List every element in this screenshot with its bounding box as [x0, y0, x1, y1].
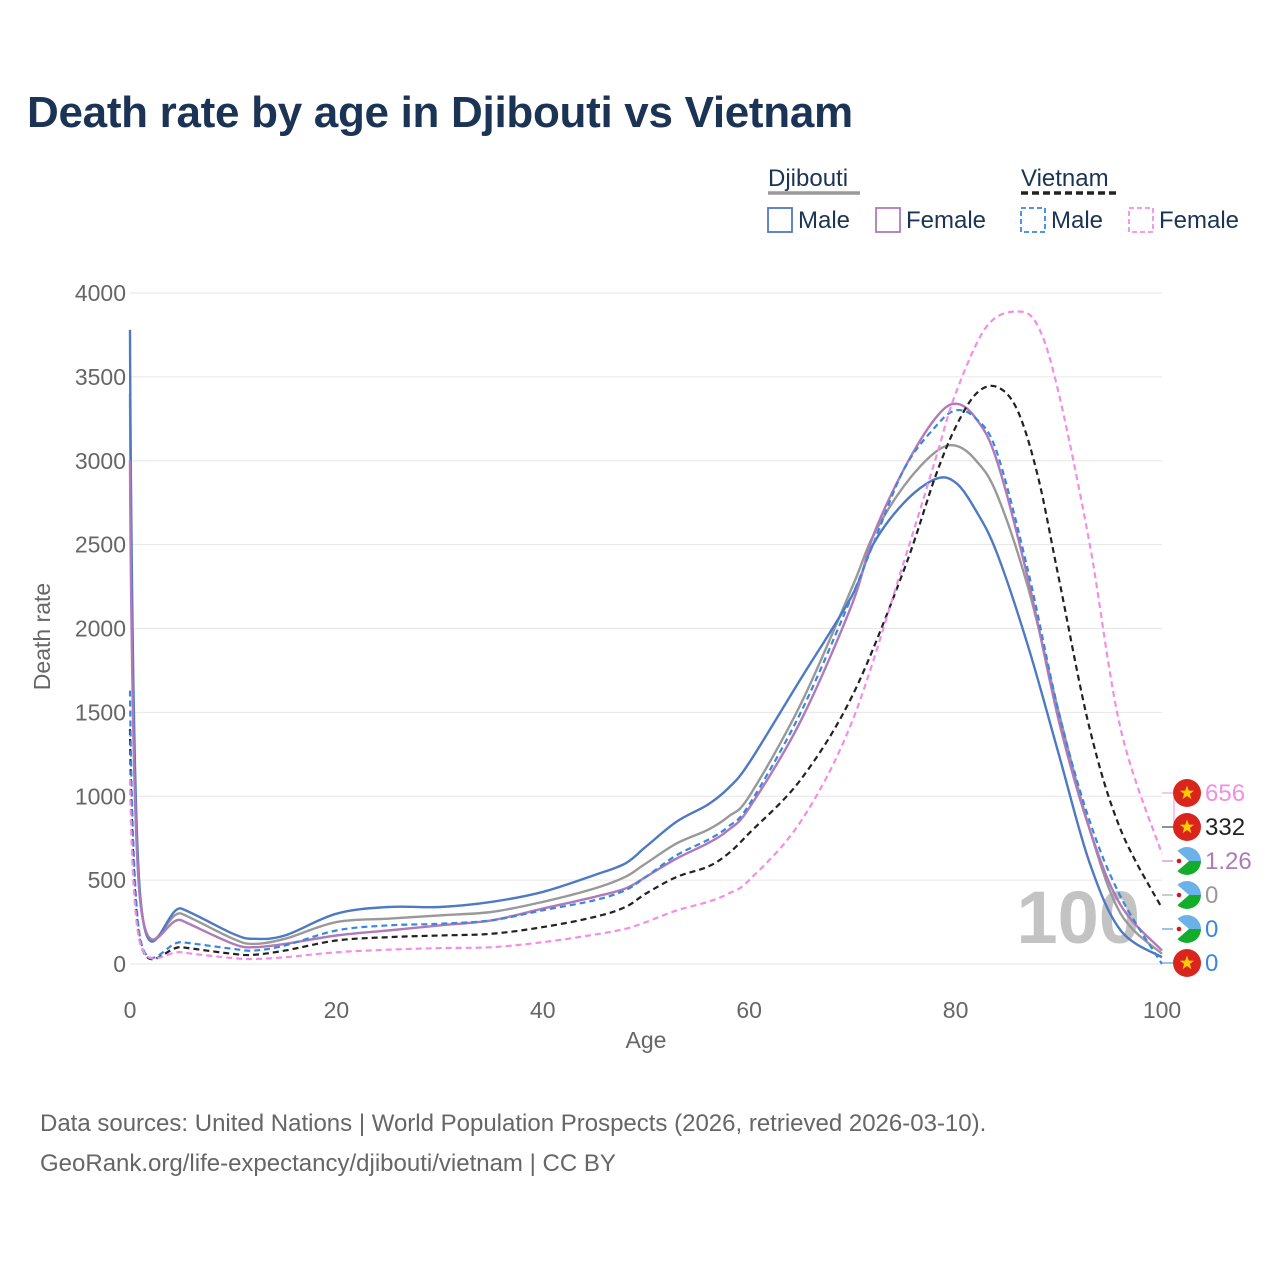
legend-item-vietnam-female: Female — [1159, 207, 1239, 234]
djibouti-flag-icon — [1173, 847, 1201, 875]
y-tick-label: 1000 — [75, 783, 126, 809]
djibouti-flag-icon — [1173, 915, 1201, 943]
y-tick-label: 3500 — [75, 364, 126, 390]
end-label-value: 332 — [1205, 814, 1245, 841]
flag-star — [1176, 926, 1182, 932]
flag-star — [1179, 819, 1195, 834]
y-tick-label: 3000 — [75, 448, 126, 474]
end-label-value: 1.26 — [1205, 848, 1252, 875]
x-tick-label: 80 — [943, 997, 969, 1023]
flag-star — [1176, 858, 1182, 864]
vietnam-flag-icon — [1173, 949, 1201, 977]
legend-swatch-djibouti-female — [875, 207, 901, 233]
watermark-age: 100 — [1017, 876, 1140, 959]
end-label-value: 0 — [1205, 882, 1218, 909]
series-line-djibouti-female — [128, 402, 1163, 952]
legend-group-vietnam: Vietnam — [1021, 165, 1109, 192]
series-line-vietnam-female — [128, 310, 1164, 961]
series-line-djibouti-male — [128, 329, 1163, 959]
end-labels: 656 332 1.26 0 0 0 — [1162, 779, 1252, 977]
x-tick-label: 100 — [1143, 997, 1181, 1023]
end-label-value: 656 — [1205, 780, 1245, 807]
source-note: Data sources: United Nations | World Pop… — [40, 1104, 986, 1184]
y-tick-label: 2500 — [75, 532, 126, 558]
vietnam-flag-icon — [1173, 813, 1201, 841]
y-tick-label: 4000 — [75, 280, 126, 306]
chart-title: Death rate by age in Djibouti vs Vietnam — [27, 88, 853, 137]
y-tick-label: 2000 — [75, 616, 126, 642]
end-label-value: 0 — [1205, 950, 1218, 977]
legend-item-vietnam-male: Male — [1051, 207, 1103, 234]
series-line-vietnam-total — [128, 384, 1163, 961]
x-tick-label: 60 — [736, 997, 762, 1023]
x-axis-title: Age — [626, 1027, 667, 1053]
vietnam-flag-icon — [1173, 779, 1201, 807]
legend-item-djibouti-male: Male — [798, 207, 850, 234]
legend-group-djibouti: Djibouti — [768, 165, 848, 192]
grid-lines — [130, 292, 1162, 965]
legend-swatch-vietnam-female — [1128, 207, 1154, 233]
legend: Djibouti Male Female Vietnam Male Female — [767, 165, 1239, 234]
source-line-2: GeoRank.org/life-expectancy/djibouti/vie… — [40, 1150, 616, 1177]
x-tick-label: 20 — [324, 997, 350, 1023]
series-line-djibouti-total — [128, 393, 1163, 955]
legend-item-djibouti-female: Female — [906, 207, 986, 234]
y-tick-label: 0 — [113, 951, 126, 977]
source-line-1: Data sources: United Nations | World Pop… — [40, 1110, 987, 1137]
watermark-layer: 100 — [1017, 876, 1140, 959]
axes: 0 500 1000 1500 2000 2500 3000 3500 4000 0 20 40 60 8… — [29, 280, 1181, 1053]
series-line-vietnam-male — [128, 408, 1163, 965]
y-tick-label: 1500 — [75, 699, 126, 725]
series-layer — [128, 310, 1164, 965]
flag-star — [1176, 892, 1182, 898]
end-label-value: 0 — [1205, 916, 1218, 943]
y-tick-label: 500 — [88, 867, 126, 893]
x-tick-label: 40 — [530, 997, 556, 1023]
legend-swatch-vietnam-male — [1020, 207, 1046, 233]
flag-star — [1179, 955, 1195, 970]
x-tick-label: 0 — [124, 997, 137, 1023]
legend-swatch-djibouti-male — [767, 207, 793, 233]
y-axis-title: Death rate — [29, 583, 55, 690]
djibouti-flag-icon — [1173, 881, 1201, 909]
flag-star — [1179, 785, 1195, 800]
